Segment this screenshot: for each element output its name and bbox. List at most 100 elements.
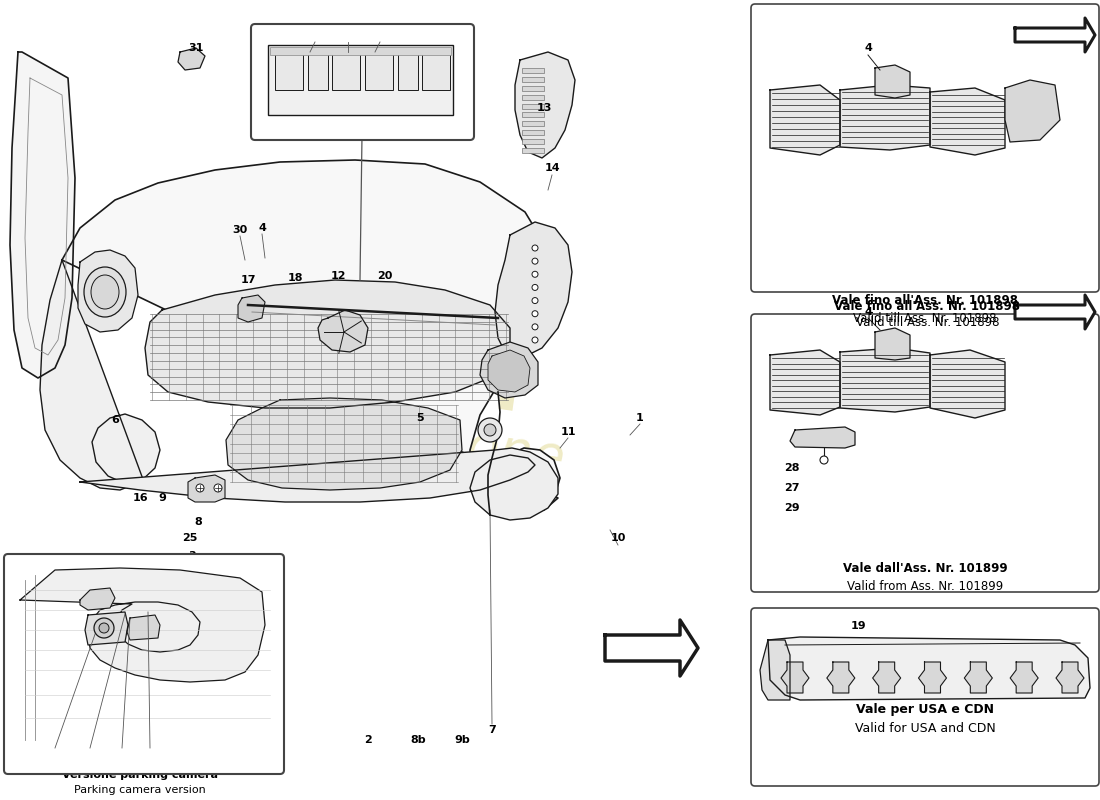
- Circle shape: [532, 271, 538, 278]
- Polygon shape: [126, 615, 160, 640]
- FancyBboxPatch shape: [751, 4, 1099, 292]
- Bar: [365, 52, 393, 90]
- Polygon shape: [80, 448, 558, 520]
- Circle shape: [532, 285, 538, 290]
- Polygon shape: [930, 350, 1005, 418]
- Text: 2: 2: [364, 735, 372, 745]
- Text: Ferrari: Ferrari: [212, 310, 528, 430]
- Polygon shape: [1005, 80, 1060, 142]
- Text: 21: 21: [82, 749, 98, 759]
- Polygon shape: [188, 475, 226, 502]
- Text: 7: 7: [488, 725, 496, 735]
- Polygon shape: [605, 620, 698, 676]
- Circle shape: [532, 245, 538, 251]
- Bar: [332, 52, 360, 90]
- Text: 4: 4: [865, 307, 872, 317]
- Text: 9b: 9b: [454, 735, 470, 745]
- Text: 1: 1: [636, 413, 644, 423]
- Text: 15: 15: [340, 31, 355, 41]
- FancyBboxPatch shape: [4, 554, 284, 774]
- Circle shape: [94, 618, 114, 638]
- Circle shape: [99, 623, 109, 633]
- Text: 12: 12: [330, 271, 345, 281]
- Polygon shape: [760, 640, 790, 700]
- Polygon shape: [515, 52, 575, 158]
- Polygon shape: [930, 88, 1005, 155]
- Text: 11: 11: [560, 427, 575, 437]
- Text: Vale per USA e CDN: Vale per USA e CDN: [856, 703, 994, 717]
- Bar: [522, 103, 544, 109]
- Polygon shape: [770, 350, 840, 415]
- Ellipse shape: [84, 267, 126, 317]
- Polygon shape: [768, 637, 1090, 700]
- Text: 3: 3: [188, 551, 196, 561]
- Text: 17: 17: [240, 275, 255, 285]
- Text: Vale fino all'Ass. Nr. 101898: Vale fino all'Ass. Nr. 101898: [832, 294, 1018, 306]
- Text: 30: 30: [232, 225, 248, 235]
- Circle shape: [532, 324, 538, 330]
- Polygon shape: [840, 348, 929, 412]
- Bar: [422, 52, 450, 90]
- Polygon shape: [770, 322, 1005, 428]
- Circle shape: [478, 418, 502, 442]
- Polygon shape: [770, 85, 840, 155]
- Text: 18: 18: [287, 273, 303, 283]
- Polygon shape: [480, 342, 538, 398]
- Text: Valid for USA and CDN: Valid for USA and CDN: [855, 722, 996, 734]
- Text: 4: 4: [258, 223, 266, 233]
- Text: 28: 28: [784, 463, 800, 473]
- FancyBboxPatch shape: [751, 314, 1099, 592]
- Circle shape: [820, 456, 828, 464]
- Bar: [308, 52, 328, 90]
- Polygon shape: [1056, 662, 1084, 693]
- Bar: [522, 148, 544, 153]
- Text: 19: 19: [850, 621, 866, 631]
- FancyBboxPatch shape: [251, 24, 474, 140]
- Circle shape: [196, 484, 204, 492]
- Text: 6: 6: [111, 415, 119, 425]
- Polygon shape: [495, 222, 572, 358]
- Polygon shape: [488, 350, 530, 392]
- Text: 5: 5: [416, 413, 424, 423]
- Text: 10: 10: [610, 533, 626, 543]
- Bar: [522, 94, 544, 100]
- Text: 31: 31: [188, 43, 204, 53]
- Text: 25: 25: [183, 533, 198, 543]
- Text: & passione: & passione: [272, 394, 568, 486]
- Ellipse shape: [91, 275, 119, 309]
- Text: 8: 8: [194, 517, 202, 527]
- Text: Vale fino all'Ass. Nr. 101898: Vale fino all'Ass. Nr. 101898: [835, 299, 1021, 313]
- Text: Vale dall'Ass. Nr. 101899: Vale dall'Ass. Nr. 101899: [843, 562, 1008, 574]
- Polygon shape: [1010, 662, 1038, 693]
- Text: Versione parking camera: Versione parking camera: [62, 770, 218, 780]
- Text: 29: 29: [784, 503, 800, 513]
- Polygon shape: [872, 662, 901, 693]
- Text: Valid from Ass. Nr. 101899: Valid from Ass. Nr. 101899: [847, 579, 1003, 593]
- Polygon shape: [178, 48, 205, 70]
- Text: 20: 20: [377, 271, 393, 281]
- Text: 1: 1: [146, 749, 154, 759]
- Polygon shape: [10, 52, 75, 378]
- Bar: [275, 52, 302, 90]
- Polygon shape: [78, 250, 138, 332]
- FancyBboxPatch shape: [751, 608, 1099, 786]
- Text: 4: 4: [865, 43, 872, 53]
- Text: Parking camera version: Parking camera version: [74, 785, 206, 795]
- Text: 9: 9: [158, 493, 166, 503]
- Bar: [270, 47, 451, 55]
- Polygon shape: [80, 588, 116, 610]
- Bar: [522, 77, 544, 82]
- Polygon shape: [770, 38, 1010, 168]
- Circle shape: [532, 258, 538, 264]
- Circle shape: [532, 310, 538, 317]
- Circle shape: [532, 298, 538, 303]
- Text: 8b: 8b: [410, 735, 426, 745]
- Polygon shape: [1015, 18, 1094, 52]
- Bar: [522, 68, 544, 73]
- Text: 14: 14: [544, 163, 560, 173]
- Text: Valid till Ass. Nr. 101898: Valid till Ass. Nr. 101898: [856, 315, 999, 329]
- Text: 26: 26: [372, 31, 388, 41]
- Polygon shape: [827, 662, 855, 693]
- Bar: [398, 52, 418, 90]
- Polygon shape: [226, 398, 462, 490]
